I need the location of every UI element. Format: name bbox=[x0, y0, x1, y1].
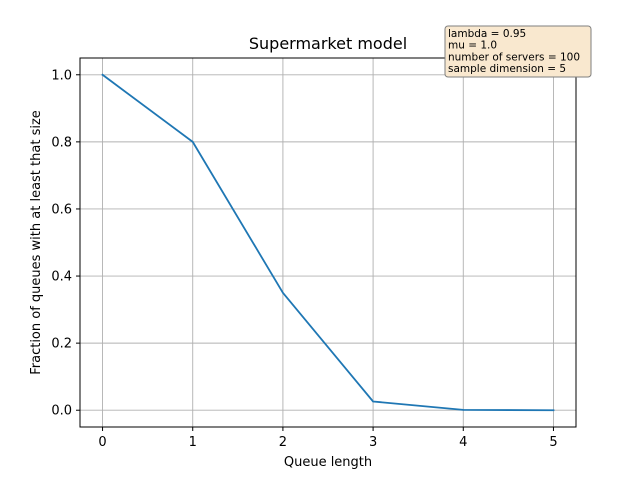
axis-ticks: 0 1 2 3 4 5 0.0 0.2 0.4 0.6 0.8 1.0 bbox=[51, 68, 557, 450]
annotation-line: mu = 1.0 bbox=[448, 40, 497, 52]
x-tick-label: 1 bbox=[189, 435, 197, 450]
data-point bbox=[552, 409, 555, 412]
data-point bbox=[372, 400, 374, 403]
y-tick-label: 0.6 bbox=[51, 202, 72, 217]
y-tick-label: 1.0 bbox=[51, 68, 72, 83]
x-tick-label: 5 bbox=[549, 435, 557, 450]
x-tick-label: 4 bbox=[459, 435, 467, 450]
annotation-line: lambda = 0.95 bbox=[448, 28, 526, 40]
x-tick-label: 3 bbox=[369, 435, 377, 450]
series-line bbox=[101, 73, 555, 412]
y-tick-label: 0.4 bbox=[51, 270, 72, 285]
y-tick-label: 0.2 bbox=[51, 337, 72, 352]
series-layer bbox=[101, 73, 555, 412]
chart-title: Supermarket model bbox=[249, 34, 407, 53]
data-point bbox=[191, 141, 194, 143]
grid bbox=[80, 58, 576, 427]
data-point bbox=[462, 409, 465, 411]
data-point bbox=[282, 292, 284, 294]
y-axis-label: Fraction of queues with at least that si… bbox=[29, 110, 44, 375]
data-point bbox=[101, 73, 104, 76]
annotation-line: sample dimension = 5 bbox=[448, 63, 566, 75]
annotation-box-bg bbox=[444, 25, 592, 78]
x-tick-label: 2 bbox=[279, 435, 287, 450]
x-tick-label: 0 bbox=[98, 435, 106, 450]
plot-area bbox=[79, 57, 577, 428]
x-axis-label: Queue length bbox=[284, 455, 372, 470]
annotation-line: number of servers = 100 bbox=[448, 51, 580, 63]
y-tick-label: 0.0 bbox=[51, 404, 72, 419]
y-tick-label: 0.8 bbox=[51, 135, 72, 150]
